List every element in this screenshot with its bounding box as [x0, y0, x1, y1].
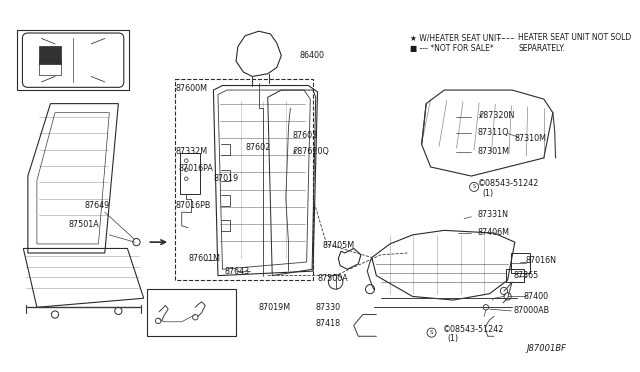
Text: 87601M: 87601M: [189, 254, 221, 263]
Text: 87330: 87330: [316, 303, 341, 312]
Circle shape: [365, 285, 374, 294]
Text: HEATER SEAT UNIT NOT SOLD: HEATER SEAT UNIT NOT SOLD: [518, 33, 632, 42]
Text: 87000AB: 87000AB: [513, 305, 549, 314]
Text: 87301M: 87301M: [477, 147, 509, 156]
Text: ★ W/HEATER SEAT UNIT: ★ W/HEATER SEAT UNIT: [410, 33, 500, 42]
Circle shape: [483, 305, 488, 310]
Bar: [17, 30, 129, 90]
Text: ■ --- *NOT FOR SALE*: ■ --- *NOT FOR SALE*: [410, 44, 493, 53]
Text: ☧87620Q: ☧87620Q: [291, 147, 329, 156]
Text: 87603: 87603: [292, 131, 317, 140]
Circle shape: [500, 288, 508, 295]
Bar: [506, 269, 524, 282]
Text: 87331N: 87331N: [477, 211, 509, 219]
Text: 87400: 87400: [524, 292, 549, 301]
Text: 87019: 87019: [213, 174, 239, 183]
Text: J87001BF: J87001BF: [527, 343, 566, 353]
Text: ©08543-51242: ©08543-51242: [442, 324, 504, 334]
Text: 87418: 87418: [316, 319, 341, 328]
Text: 86400: 86400: [300, 51, 324, 60]
Text: 87602: 87602: [245, 142, 270, 151]
Text: 87332M: 87332M: [175, 147, 207, 156]
Bar: [180, 153, 200, 194]
Text: (1): (1): [448, 334, 459, 343]
Text: S: S: [430, 330, 433, 335]
Text: 87406M: 87406M: [477, 228, 509, 237]
Text: 87405M: 87405M: [322, 241, 354, 250]
Text: 87016PB: 87016PB: [175, 201, 211, 209]
Bar: [38, 60, 61, 75]
Text: 87643: 87643: [224, 267, 250, 276]
Text: 87600M: 87600M: [175, 84, 207, 93]
Circle shape: [115, 307, 122, 315]
Text: S: S: [472, 185, 476, 189]
Text: 87310M: 87310M: [515, 134, 547, 144]
Bar: [511, 253, 530, 273]
Text: (1): (1): [483, 189, 493, 198]
Circle shape: [470, 182, 479, 192]
Text: 87016N: 87016N: [525, 256, 557, 265]
Text: ©08543-51242: ©08543-51242: [477, 179, 539, 188]
Circle shape: [427, 328, 436, 337]
Text: 87649: 87649: [85, 201, 110, 211]
Circle shape: [51, 311, 59, 318]
Bar: [38, 46, 61, 64]
Circle shape: [133, 238, 140, 246]
Bar: [175, 79, 313, 280]
Text: 87016PA: 87016PA: [178, 164, 213, 173]
Text: 87311Q: 87311Q: [477, 128, 509, 137]
Circle shape: [504, 293, 511, 300]
Text: 87019M: 87019M: [259, 303, 291, 312]
Text: 87501A: 87501A: [68, 219, 99, 228]
Text: 87500A: 87500A: [317, 274, 348, 283]
Text: 87365: 87365: [513, 271, 538, 280]
Text: ☧87320N: ☧87320N: [477, 111, 515, 120]
Bar: [147, 289, 236, 336]
Text: SEPARATELY.: SEPARATELY.: [518, 44, 565, 53]
